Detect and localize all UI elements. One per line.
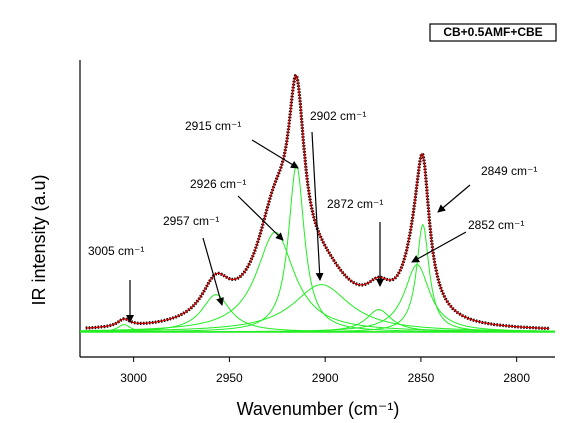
peak-arrow xyxy=(411,231,467,263)
y-axis-label: IR intensity (a.u) xyxy=(29,174,49,305)
component-peak xyxy=(80,294,555,333)
component-peak xyxy=(80,264,555,333)
peak-label: 3005 cm⁻¹ xyxy=(88,244,144,258)
peak-label: 2852 cm⁻¹ xyxy=(468,218,524,232)
x-tick-label: 2850 xyxy=(408,371,435,385)
peak-label: 2915 cm⁻¹ xyxy=(185,119,241,133)
peak-arrow xyxy=(251,139,299,169)
x-tick-label: 2950 xyxy=(216,371,243,385)
peak-label: 2957 cm⁻¹ xyxy=(163,214,219,228)
component-peak xyxy=(80,163,555,333)
peak-label: 2849 cm⁻¹ xyxy=(481,164,537,178)
component-peak xyxy=(80,223,555,333)
peak-label: 2902 cm⁻¹ xyxy=(310,109,366,123)
peak-arrow xyxy=(437,184,471,213)
peak-arrow xyxy=(237,195,284,241)
x-tick-label: 2800 xyxy=(503,371,530,385)
peak-label: 2872 cm⁻¹ xyxy=(327,197,383,211)
x-tick-label: 2900 xyxy=(312,371,339,385)
x-axis-label: Wavenumber (cm⁻¹) xyxy=(237,399,400,419)
component-peak xyxy=(80,284,555,332)
x-tick-label: 3000 xyxy=(120,371,147,385)
chart-title: CB+0.5AMF+CBE xyxy=(443,25,542,39)
peak-arrow xyxy=(202,237,224,306)
title-box xyxy=(429,23,557,42)
peak-arrow xyxy=(311,131,324,281)
component-peak xyxy=(80,231,555,332)
peak-label: 2926 cm⁻¹ xyxy=(190,177,246,191)
